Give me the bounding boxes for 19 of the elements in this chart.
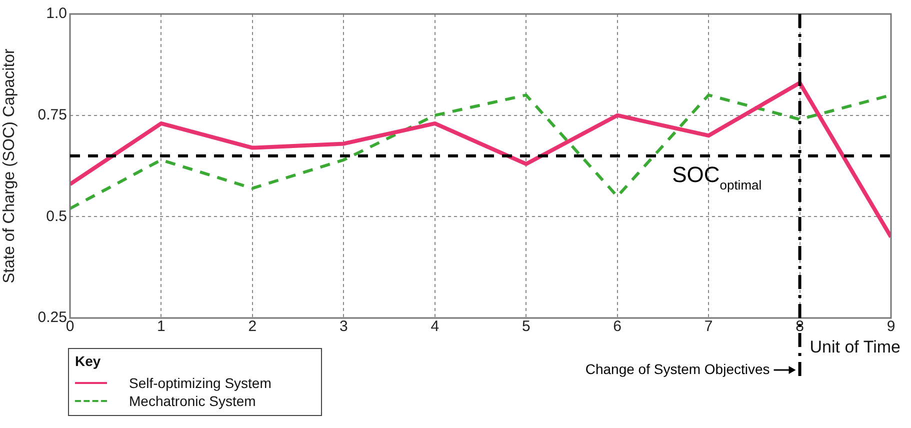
y-tick-label: 0.25 [38, 309, 67, 326]
y-tick-label: 1.0 [46, 5, 67, 22]
y-axis-title: State of Charge (SOC) Capacitor [1, 48, 18, 284]
legend-label: Mechatronic System [129, 393, 256, 409]
y-tick-label: 0.5 [46, 208, 67, 225]
y-tick-label: 0.75 [38, 106, 67, 124]
x-tick-label: 1 [157, 318, 166, 336]
x-tick-label: 4 [430, 318, 440, 336]
ref-line-label: Change of System Objectives [585, 360, 770, 377]
legend-title: Key [75, 353, 102, 369]
legend-label: Self-optimizing System [129, 375, 272, 391]
x-tick-label: 6 [613, 318, 622, 336]
x-tick-label: 7 [704, 318, 713, 336]
x-tick-label: 0 [66, 318, 74, 336]
x-tick-label: 3 [339, 318, 348, 336]
x-tick-label: 2 [248, 318, 257, 336]
x-tick-label: 5 [522, 318, 530, 336]
x-tick-label: 9 [886, 318, 896, 336]
x-axis-title: Unit of Time [810, 338, 900, 357]
